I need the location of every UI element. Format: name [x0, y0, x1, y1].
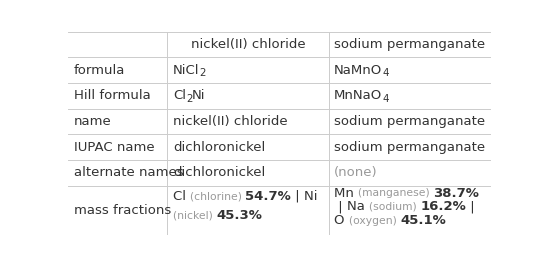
Text: 2: 2 — [186, 94, 192, 104]
Text: |: | — [334, 200, 347, 213]
Text: |: | — [291, 190, 304, 202]
Text: |: | — [466, 200, 479, 213]
Text: (manganese): (manganese) — [359, 188, 433, 198]
Text: formula: formula — [74, 64, 125, 77]
Text: Hill formula: Hill formula — [74, 89, 150, 102]
Text: 45.1%: 45.1% — [400, 214, 446, 227]
Text: NiCl: NiCl — [173, 64, 199, 77]
Text: (sodium): (sodium) — [369, 202, 420, 212]
Text: nickel(II) chloride: nickel(II) chloride — [191, 38, 305, 51]
Text: Na: Na — [347, 200, 369, 213]
Text: 54.7%: 54.7% — [245, 190, 291, 202]
Text: mass fractions: mass fractions — [74, 204, 171, 217]
Text: Cl: Cl — [173, 190, 190, 202]
Text: Ni: Ni — [192, 89, 206, 102]
Text: (chlorine): (chlorine) — [190, 191, 245, 201]
Text: Ni: Ni — [304, 190, 322, 202]
Text: (nickel): (nickel) — [173, 210, 216, 220]
Text: O: O — [334, 214, 349, 227]
Text: 4: 4 — [383, 94, 389, 104]
Text: alternate names: alternate names — [74, 166, 183, 179]
Text: MnNaO: MnNaO — [334, 89, 383, 102]
Text: IUPAC name: IUPAC name — [74, 141, 154, 154]
Text: 38.7%: 38.7% — [433, 187, 480, 200]
Text: 2: 2 — [199, 68, 206, 78]
Text: 16.2%: 16.2% — [420, 200, 466, 213]
Text: (oxygen): (oxygen) — [349, 216, 400, 225]
Text: name: name — [74, 115, 111, 128]
Text: nickel(II) chloride: nickel(II) chloride — [173, 115, 288, 128]
Text: (none): (none) — [334, 166, 378, 179]
Text: sodium permanganate: sodium permanganate — [334, 38, 485, 51]
Text: dichloronickel: dichloronickel — [173, 141, 265, 154]
Text: Mn: Mn — [334, 187, 359, 200]
Text: dichloronickel: dichloronickel — [173, 166, 265, 179]
Text: sodium permanganate: sodium permanganate — [334, 115, 486, 128]
Text: sodium permanganate: sodium permanganate — [334, 141, 486, 154]
Text: 45.3%: 45.3% — [216, 209, 262, 221]
Text: Cl: Cl — [173, 89, 186, 102]
Text: 4: 4 — [383, 68, 389, 78]
Text: NaMnO: NaMnO — [334, 64, 383, 77]
